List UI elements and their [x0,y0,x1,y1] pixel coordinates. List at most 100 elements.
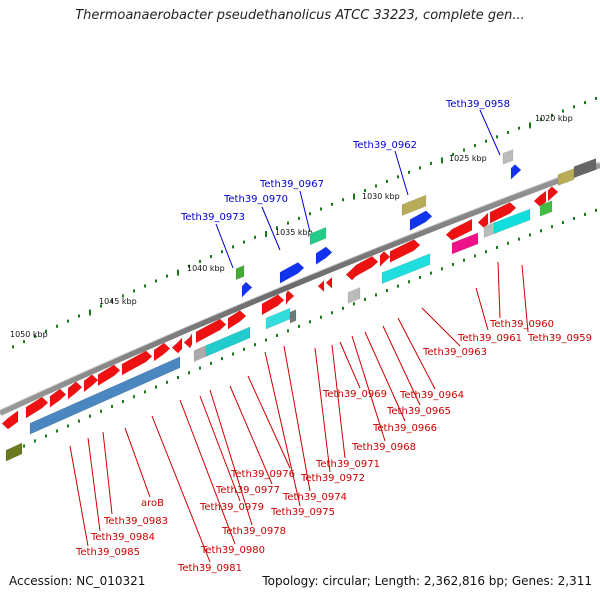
gene-label-teth39-0969[interactable]: Teth39_0969 [322,389,387,400]
gene-label-teth39-0958[interactable]: Teth39_0958 [445,99,510,110]
tick-mark [122,294,124,298]
tick-mark [474,144,476,148]
tick-marks [12,96,597,453]
gene-label-teth39-0983[interactable]: Teth39_0983 [103,516,168,527]
topology-label: Topology: circular; Length: 2,362,816 bp… [262,574,592,588]
tick-mark [485,139,487,143]
gene-label-teth39-0963[interactable]: Teth39_0963 [422,347,487,358]
gene-label-teth39-0971[interactable]: Teth39_0971 [315,459,380,470]
leader-line [331,344,346,459]
leader-line [394,150,409,196]
gene-label-teth39-0980[interactable]: Teth39_0980 [200,545,265,556]
tick-mark [342,198,344,202]
gene-box [289,309,297,324]
leader-line [264,351,301,507]
gene-label-teth39-0966[interactable]: Teth39_0966 [372,423,437,434]
tick-mark [144,284,146,288]
tick-mark [45,329,47,333]
tick-mark [452,262,454,266]
gene-arrow [171,337,183,354]
gene-label-teth39-0977[interactable]: Teth39_0977 [215,485,280,496]
gene-box [381,253,431,284]
tick-mark [408,280,410,284]
gene-label-teth39-0967[interactable]: Teth39_0967 [259,179,324,190]
tick-mark [298,324,300,328]
gene-arrow [489,202,517,224]
kbp-scale: 1020 kbp 1025 kbp 1030 kbp 1035 kbp 1040… [10,114,573,339]
leader-line [283,345,311,492]
gene-label-arob[interactable]: aroB [141,498,164,509]
kbp-label: 1025 kbp [449,154,487,163]
gene-label-teth39-0968[interactable]: Teth39_0968 [351,442,416,453]
gene-arrow [547,186,559,202]
tick-mark [419,275,421,279]
gene-arrow [510,164,522,180]
gene-box [265,307,291,330]
tick-mark [507,241,509,245]
tick-mark [375,293,377,297]
tick-mark [496,135,498,139]
tick-mark [331,311,333,315]
tick-mark [287,329,289,333]
tick-mark [540,118,542,122]
gene-label-teth39-0964[interactable]: Teth39_0964 [399,390,464,401]
gene-label-teth39-0973[interactable]: Teth39_0973 [180,212,245,223]
tick-mark [540,229,542,233]
tick-mark [353,302,355,306]
tick-mark [166,274,168,278]
tick-mark [364,297,366,301]
gene-arrow [1,410,19,430]
gene-label-teth39-0976[interactable]: Teth39_0976 [230,469,295,480]
gene-label-teth39-0962[interactable]: Teth39_0962 [352,140,417,151]
tick-mark [166,380,168,384]
tick-mark [221,357,223,361]
gene-arrow [49,388,67,408]
gene-arrow [317,278,325,293]
gene-label-teth39-0970[interactable]: Teth39_0970 [223,194,288,205]
tick-mark [155,279,157,283]
tick-mark [210,255,212,259]
tick-mark [386,289,388,293]
gene-box [347,287,361,304]
gene-label-teth39-0984[interactable]: Teth39_0984 [90,532,155,543]
gene-label-teth39-0978[interactable]: Teth39_0978 [221,526,286,537]
tick-mark [243,347,245,351]
gene-label-teth39-0975[interactable]: Teth39_0975 [270,507,335,518]
leader-line [229,385,273,485]
gene-label-teth39-0960[interactable]: Teth39_0960 [489,319,554,330]
gene-arrow [227,310,247,330]
tick-mark [276,333,278,337]
tick-mark [210,361,212,365]
tick-mark [342,306,344,310]
tick-mark [320,207,322,211]
tick-mark [573,216,575,220]
tick-mark [188,371,190,375]
gene-arrow [67,381,83,400]
tick-mark [23,340,25,344]
gene-label-teth39-0965[interactable]: Teth39_0965 [386,406,451,417]
gene-label-teth39-0972[interactable]: Teth39_0972 [300,473,365,484]
tick-mark [529,122,531,129]
leader-line [151,415,211,563]
tick-mark [562,109,564,113]
gene-label-teth39-0979[interactable]: Teth39_0979 [199,502,264,513]
tick-mark [496,245,498,249]
gene-label-teth39-0985[interactable]: Teth39_0985 [75,547,140,558]
gene-arrow [315,246,333,265]
leader-line [421,307,461,347]
gene-label-teth39-0974[interactable]: Teth39_0974 [282,492,347,503]
gene-label-teth39-0959[interactable]: Teth39_0959 [527,333,592,344]
tick-mark [78,314,80,318]
gene-arrow [25,396,49,419]
gene-box [557,168,575,186]
tick-mark [34,439,36,443]
tick-mark [287,221,289,225]
tick-mark [430,271,432,275]
gene-label-teth39-0981[interactable]: Teth39_0981 [177,563,242,574]
tick-mark [331,202,333,206]
leader-line [382,325,421,406]
tick-mark [254,343,256,347]
gene-label-teth39-0961[interactable]: Teth39_0961 [457,333,522,344]
leader-line [351,335,386,442]
tick-mark [430,161,432,165]
